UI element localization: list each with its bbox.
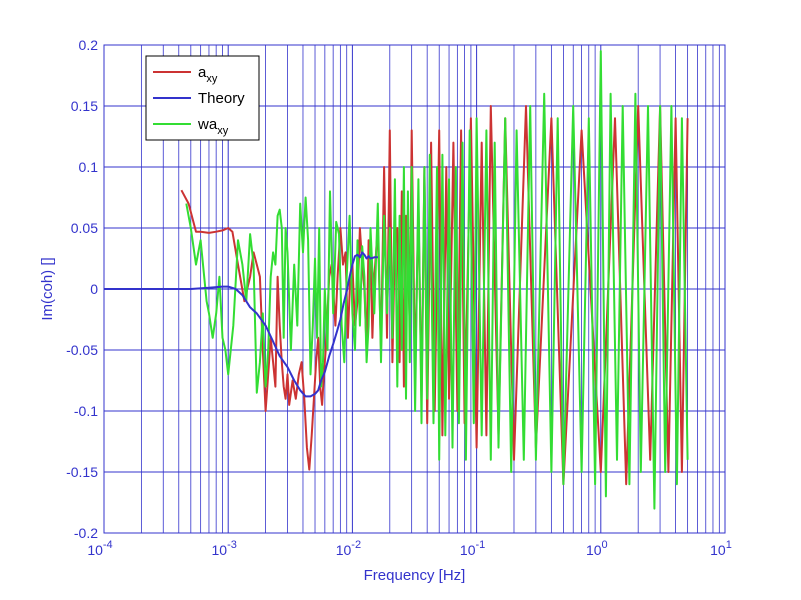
x-tick-label: 10-3 [212,539,237,558]
x-tick-labels: 10-4 10-3 10-2 10-1 100 101 [87,539,732,558]
y-tick-label: -0.1 [74,403,98,419]
y-tick-labels: 0.2 0.15 0.1 0.05 0 -0.05 -0.1 -0.15 -0.2 [66,37,98,541]
y-tick-label: -0.2 [74,525,98,541]
series-layer [104,50,689,510]
x-tick-label: 10-4 [87,539,112,558]
y-tick-label: 0 [90,281,98,297]
x-axis-label: Frequency [Hz] [364,567,466,584]
legend-label: waxy [197,116,229,137]
y-tick-label: 0.05 [71,220,98,236]
y-tick-label: -0.05 [66,342,98,358]
legend-label: axy [198,64,218,85]
x-tick-label: 101 [710,539,732,558]
plot-frame [103,44,726,534]
legend-label: Theory [198,90,245,107]
x-tick-label: 10-1 [460,539,485,558]
x-tick-label: 10-2 [336,539,361,558]
x-tick-label: 100 [586,539,608,558]
y-tick-label: 0.1 [79,159,99,175]
y-tick-label: -0.15 [66,464,98,480]
series-line-theory [104,251,378,398]
y-tick-label: 0.2 [79,37,99,53]
y-tick-label: 0.15 [71,98,98,114]
series-line-waxy [185,50,689,510]
legend: axy Theory waxy [145,55,260,141]
y-axis-label: Im(coh) [] [39,257,56,320]
